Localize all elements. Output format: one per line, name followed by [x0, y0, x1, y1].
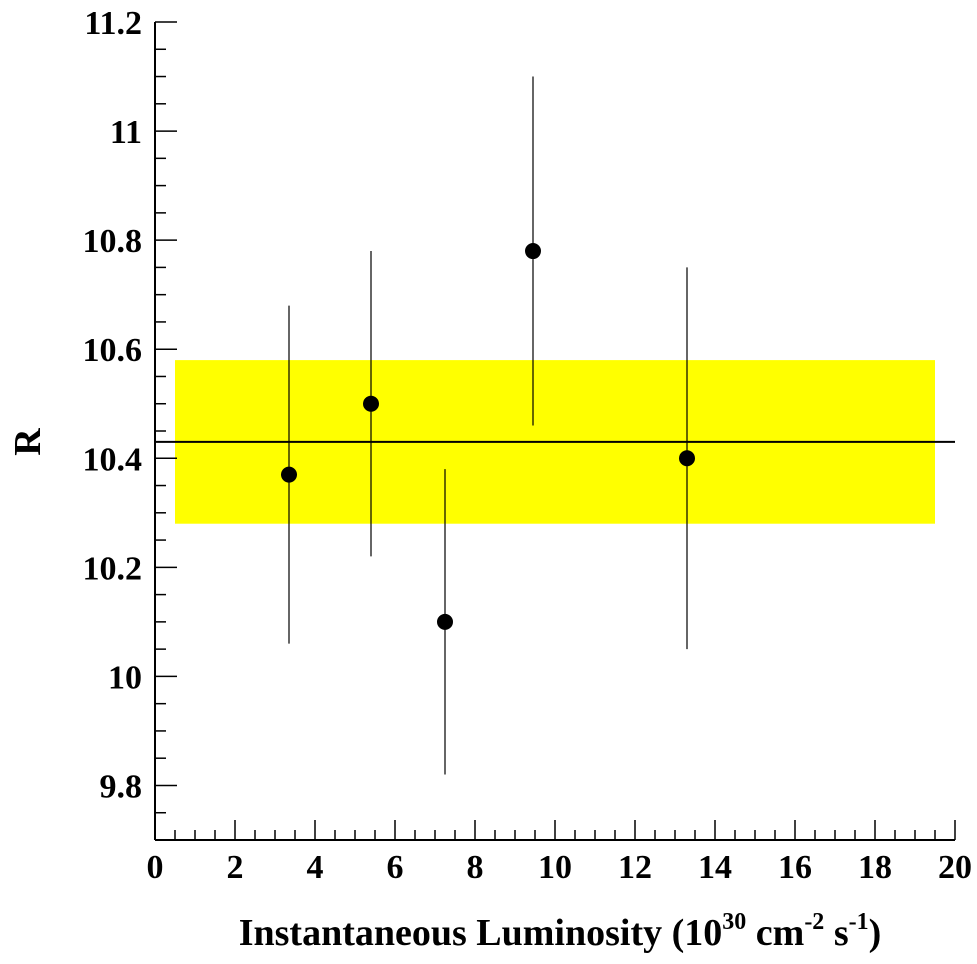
- y-tick-label-7: 11.2: [84, 5, 142, 42]
- x-axis-title-part-0: Instantaneous Luminosity (10: [239, 912, 723, 954]
- x-tick-label-1: 2: [227, 849, 244, 886]
- x-tick-label-2: 4: [307, 849, 324, 886]
- x-axis-title-part-5: -1: [849, 909, 869, 935]
- x-tick-label-10: 20: [938, 849, 972, 886]
- x-tick-label-3: 6: [387, 849, 404, 886]
- x-tick-label-6: 12: [618, 849, 652, 886]
- x-axis-title-part-6: ): [869, 912, 882, 954]
- x-axis-title-part-2: cm: [746, 912, 804, 954]
- data-point-2: [437, 613, 453, 630]
- x-tick-label-0: 0: [147, 849, 164, 886]
- y-tick-label-4: 10.6: [83, 332, 143, 369]
- data-point-4: [679, 450, 695, 467]
- y-axis-title: R: [7, 428, 49, 456]
- y-tick-label-3: 10.4: [83, 441, 143, 478]
- x-tick-label-4: 8: [467, 849, 484, 886]
- x-axis-title-part-4: s: [824, 912, 848, 954]
- x-axis-title-part-3: -2: [804, 909, 824, 935]
- data-point-3: [525, 243, 541, 260]
- y-tick-label-1: 10: [108, 659, 142, 696]
- data-points: [281, 243, 695, 630]
- data-point-1: [363, 395, 379, 412]
- x-tick-label-8: 16: [778, 849, 812, 886]
- y-tick-label-2: 10.2: [83, 550, 143, 587]
- y-tick-labels: 9.8 10 10.2 10.4 10.6 10.8 11 11.2: [83, 5, 143, 805]
- y-tick-label-0: 9.8: [100, 768, 143, 805]
- x-axis-title-part-1: 30: [722, 909, 746, 935]
- y-tick-label-6: 11: [110, 114, 142, 151]
- x-tick-labels: 0 2 4 6 8 10 12 14 16 18 20: [147, 849, 973, 886]
- data-point-0: [281, 466, 297, 483]
- x-tick-label-9: 18: [858, 849, 892, 886]
- x-tick-label-7: 14: [698, 849, 732, 886]
- x-tick-label-5: 10: [538, 849, 572, 886]
- y-tick-label-5: 10.8: [83, 223, 143, 260]
- x-axis-title: Instantaneous Luminosity (1030 cm-2 s-1): [239, 909, 882, 954]
- axes: [154, 21, 956, 841]
